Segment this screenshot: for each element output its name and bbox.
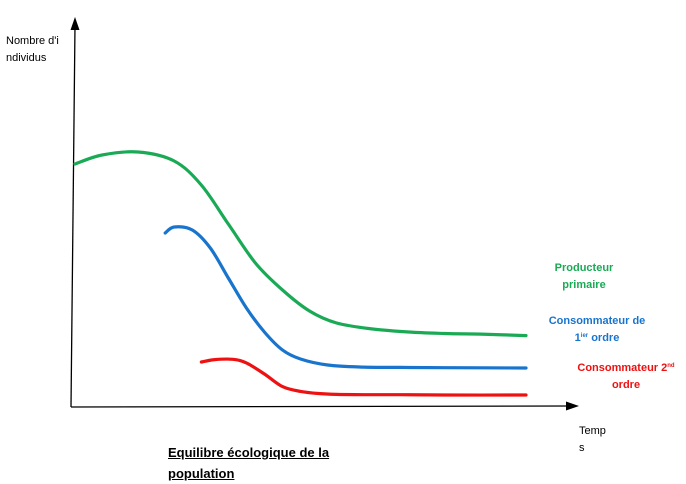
- series-label-superscript: nd: [667, 363, 675, 369]
- x-axis-arrow: [566, 401, 579, 411]
- x-axis: [70, 401, 579, 411]
- series-label-text: ordre: [588, 332, 620, 344]
- series-label-text: Consommateur 2: [577, 362, 668, 374]
- series-line-0: [73, 150, 528, 338]
- chart-title: Equilibre écologique de la population: [168, 445, 330, 481]
- series-line-2: [199, 357, 528, 397]
- series-label-producteur: Producteur primaire: [540, 260, 628, 294]
- x-axis-label: Temps: [579, 425, 606, 454]
- y-axis-label: Nombre d'individus: [6, 35, 59, 64]
- series-label-text: ordre: [611, 379, 641, 391]
- series-label-superscript: ier: [580, 333, 589, 339]
- y-axis: [70, 17, 80, 408]
- series-label-consommateur-2: Consommateur 2nd ordre: [566, 360, 686, 394]
- series-label-text: Consommateur de: [548, 315, 646, 327]
- series-line-1: [163, 225, 528, 370]
- series-label-consommateur-1: Consommateur de 1ier ordre: [540, 313, 654, 347]
- y-axis-arrow: [70, 17, 80, 30]
- series-label-order-number: 1: [574, 332, 581, 344]
- series-layer: [73, 150, 528, 397]
- series-label-text: Producteur primaire: [554, 262, 614, 291]
